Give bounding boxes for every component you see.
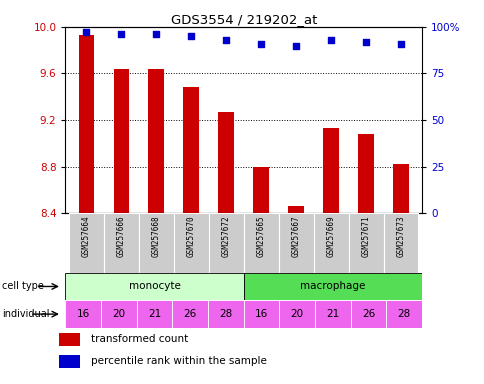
Bar xyxy=(348,213,383,273)
Text: GSM257667: GSM257667 xyxy=(291,215,300,257)
Bar xyxy=(385,300,421,328)
Text: GSM257665: GSM257665 xyxy=(256,215,265,257)
Text: monocyte: monocyte xyxy=(128,281,180,291)
Bar xyxy=(218,112,234,213)
Text: GSM257668: GSM257668 xyxy=(151,215,161,257)
Bar xyxy=(138,213,173,273)
Bar xyxy=(243,300,279,328)
Bar xyxy=(104,213,138,273)
Text: GSM257673: GSM257673 xyxy=(395,215,405,257)
Point xyxy=(117,31,125,37)
Bar xyxy=(65,300,101,328)
Text: 21: 21 xyxy=(326,309,339,319)
Bar xyxy=(173,213,208,273)
Text: 26: 26 xyxy=(183,309,197,319)
Bar xyxy=(393,164,408,213)
Point xyxy=(327,37,334,43)
Text: cell type: cell type xyxy=(2,281,44,291)
Bar xyxy=(101,300,136,328)
Bar xyxy=(208,300,243,328)
Point xyxy=(292,43,300,49)
Bar xyxy=(243,273,421,300)
Text: individual: individual xyxy=(2,309,50,319)
Bar xyxy=(113,69,129,213)
Bar xyxy=(59,355,79,368)
Point xyxy=(152,31,160,37)
Text: macrophage: macrophage xyxy=(300,281,365,291)
Bar xyxy=(65,273,243,300)
Bar xyxy=(383,213,418,273)
Point xyxy=(187,33,195,39)
Bar xyxy=(253,167,269,213)
Bar xyxy=(183,88,199,213)
Bar xyxy=(278,213,313,273)
Text: 28: 28 xyxy=(219,309,232,319)
Point xyxy=(362,39,369,45)
Text: 20: 20 xyxy=(112,309,125,319)
Bar xyxy=(148,69,164,213)
Bar xyxy=(59,333,79,346)
Bar xyxy=(322,128,338,213)
Text: percentile rank within the sample: percentile rank within the sample xyxy=(91,356,267,366)
Text: 26: 26 xyxy=(361,309,374,319)
Bar xyxy=(208,213,243,273)
Bar xyxy=(279,300,314,328)
Bar xyxy=(172,300,208,328)
Text: GSM257664: GSM257664 xyxy=(82,215,91,257)
Point xyxy=(257,41,265,47)
Bar xyxy=(350,300,385,328)
Point xyxy=(222,37,229,43)
Bar xyxy=(287,206,303,213)
Bar xyxy=(243,213,278,273)
Bar xyxy=(357,134,373,213)
Text: 21: 21 xyxy=(148,309,161,319)
Text: GSM257671: GSM257671 xyxy=(361,215,370,257)
Text: transformed count: transformed count xyxy=(91,334,188,344)
Bar xyxy=(313,213,348,273)
Text: GSM257670: GSM257670 xyxy=(186,215,196,257)
Text: 28: 28 xyxy=(397,309,410,319)
Text: GSM257669: GSM257669 xyxy=(326,215,335,257)
Title: GDS3554 / 219202_at: GDS3554 / 219202_at xyxy=(170,13,316,26)
Text: 20: 20 xyxy=(290,309,303,319)
Bar xyxy=(69,213,104,273)
Text: 16: 16 xyxy=(255,309,268,319)
Text: GSM257666: GSM257666 xyxy=(117,215,126,257)
Point xyxy=(82,30,90,36)
Point xyxy=(396,41,404,47)
Text: GSM257672: GSM257672 xyxy=(221,215,230,257)
Text: 16: 16 xyxy=(76,309,90,319)
Bar xyxy=(136,300,172,328)
Bar xyxy=(314,300,350,328)
Bar xyxy=(78,35,94,213)
